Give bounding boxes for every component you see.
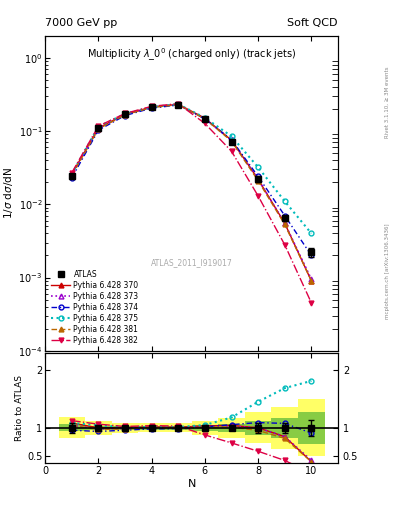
Text: Rivet 3.1.10, ≥ 3M events: Rivet 3.1.10, ≥ 3M events xyxy=(385,67,390,138)
Text: Multiplicity $\lambda\_0^0$ (charged only) (track jets): Multiplicity $\lambda\_0^0$ (charged onl… xyxy=(87,47,296,63)
Text: Soft QCD: Soft QCD xyxy=(288,18,338,28)
Text: 7000 GeV pp: 7000 GeV pp xyxy=(45,18,118,28)
Text: mcplots.cern.ch [arXiv:1306.3436]: mcplots.cern.ch [arXiv:1306.3436] xyxy=(385,224,390,319)
Text: ATLAS_2011_I919017: ATLAS_2011_I919017 xyxy=(151,258,233,267)
Y-axis label: Ratio to ATLAS: Ratio to ATLAS xyxy=(15,375,24,441)
Y-axis label: 1/$\sigma$ d$\sigma$/dN: 1/$\sigma$ d$\sigma$/dN xyxy=(2,167,15,219)
X-axis label: N: N xyxy=(187,479,196,489)
Legend: ATLAS, Pythia 6.428 370, Pythia 6.428 373, Pythia 6.428 374, Pythia 6.428 375, P: ATLAS, Pythia 6.428 370, Pythia 6.428 37… xyxy=(49,268,141,347)
